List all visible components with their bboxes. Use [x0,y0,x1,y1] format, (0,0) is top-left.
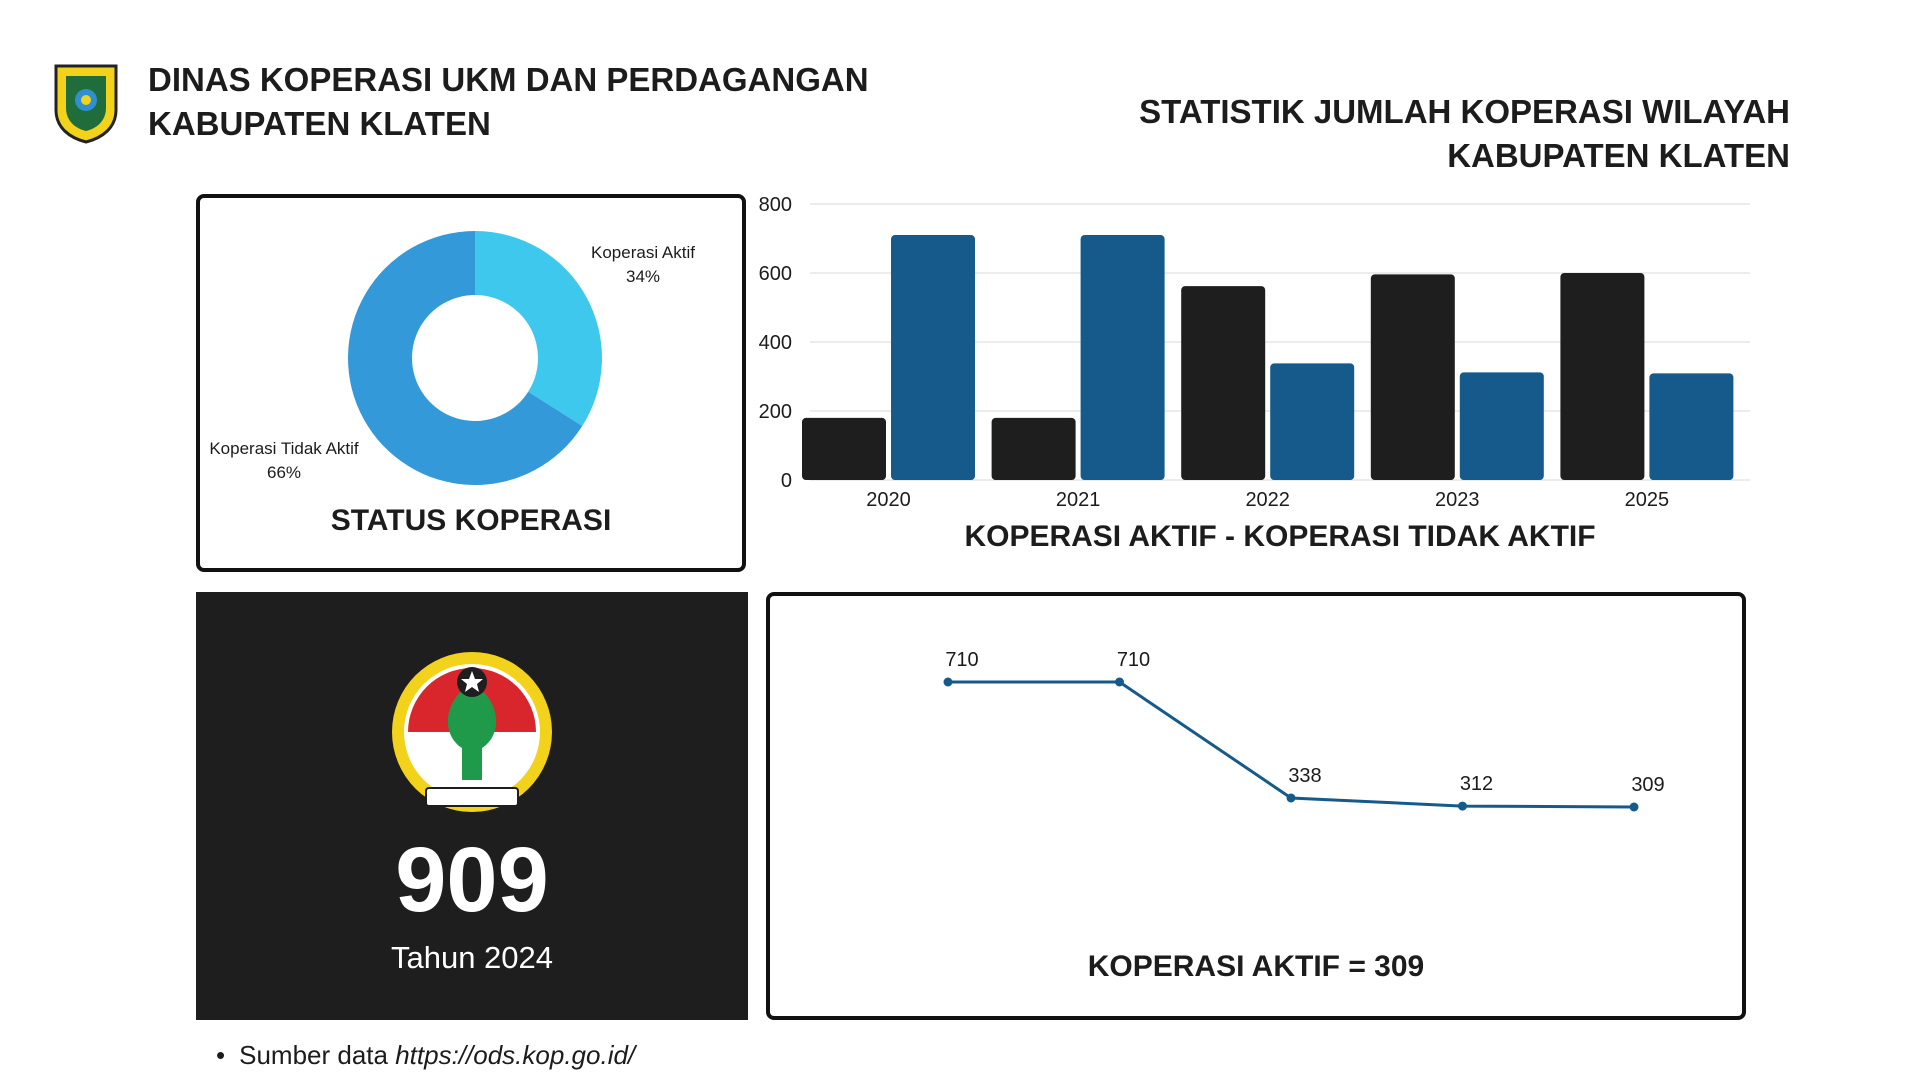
bar-2025-series-0 [1560,273,1645,480]
bar-2022-series-1 [1270,363,1355,480]
source-note: Sumber data https://ods.kop.go.id/ [216,1040,635,1071]
line-data-label-1: 710 [1117,649,1150,671]
bar-2023-series-1 [1459,372,1544,480]
bar-chart-title: KOPERASI AKTIF - KOPERASI TIDAK AKTIF [964,520,1596,553]
line-chart-title: KOPERASI AKTIF = 309 [1087,950,1425,983]
koperasi-aktif-line-card: 710 710 338 312 309 KOPERASI AKTIF = 309 [766,592,1746,1020]
statistics-title-line1: STATISTIK JUMLAH KOPERASI WILAYAH [1139,93,1790,130]
line-data-label-4: 309 [1631,774,1664,796]
bar-xtick-label: 2023 [1435,489,1480,511]
statistics-title: STATISTIK JUMLAH KOPERASI WILAYAH KABUPA… [1000,90,1790,178]
donut-slice-1 [347,231,583,485]
bar-ytick-label: 200 [759,401,792,423]
total-koperasi-year: Tahun 2024 [390,940,554,975]
bar-2020-series-0 [802,417,886,480]
total-koperasi-card: 909 Tahun 2024 [196,592,748,1020]
line-point-1 [1115,677,1124,687]
donut-label-tidak-aktif-name: Koperasi Tidak Aktif [209,439,359,458]
bar-ytick-label: 400 [759,332,792,354]
line-point-3 [1458,801,1467,811]
statistics-title-line2: KABUPATEN KLATEN [1447,137,1790,174]
donut-label-aktif-percent: 34% [626,267,660,286]
bar-ytick-label: 0 [781,470,792,492]
koperasi-indonesia-emblem-icon [392,652,552,812]
line-point-0 [943,677,953,687]
agency-title-line1: DINAS KOPERASI UKM DAN PERDAGANGAN [148,61,869,98]
bar-xtick-label: 2020 [866,489,911,511]
bar-2025-series-1 [1649,373,1734,480]
donut-chart: Koperasi Aktif 34% Koperasi Tidak Aktif … [209,231,695,485]
bar-xtick-label: 2021 [1056,489,1101,511]
donut-slice-0 [475,231,602,427]
bar-xtick-label: 2022 [1245,489,1290,511]
line-point-2 [1286,793,1296,803]
donut-chart-title: STATUS KOPERASI [330,504,612,537]
agency-title: DINAS KOPERASI UKM DAN PERDAGANGAN KABUP… [148,58,908,146]
line-data-label-0: 710 [945,649,978,671]
line-series [948,680,1635,809]
bar-xtick-label: 2025 [1625,489,1670,511]
bar-chart: 0 200 400 600 800 2020 2021 2022 2023 2025 [759,194,1750,511]
donut-label-aktif-name: Koperasi Aktif [591,243,695,262]
donut-label-tidak-aktif-percent: 66% [267,463,301,482]
bar-2023-series-0 [1370,274,1455,480]
line-point-4 [1629,802,1639,812]
source-item: Sumber data https://ods.kop.go.id/ [216,1040,635,1071]
line-data-label-3: 312 [1460,773,1493,795]
agency-title-line2: KABUPATEN KLATEN [148,105,491,142]
line-data-label-2: 338 [1288,765,1321,787]
bar-ytick-label: 800 [759,194,792,216]
total-koperasi-value: 909 [395,829,549,931]
klaten-regency-emblem-icon [54,64,118,144]
bar-2020-series-1 [891,235,975,480]
bar-ytick-label: 600 [759,263,792,285]
status-koperasi-card: Koperasi Aktif 34% Koperasi Tidak Aktif … [196,194,746,572]
bar-2021-series-1 [1080,235,1165,480]
source-url-link[interactable]: https://ods.kop.go.id/ [395,1040,636,1070]
bar-2021-series-0 [991,417,1076,480]
line-chart: 710 710 338 312 309 [943,649,1665,812]
bar-2022-series-0 [1181,286,1266,480]
source-label: Sumber data [239,1040,388,1070]
